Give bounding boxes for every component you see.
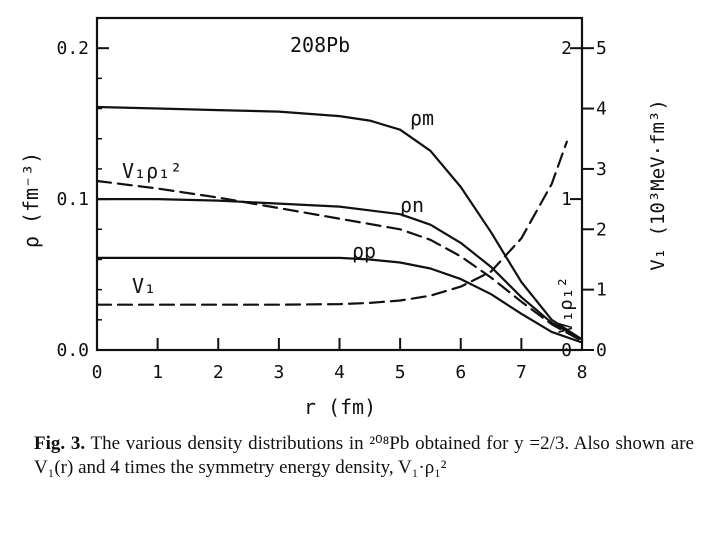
series-line-ρp — [95, 256, 584, 344]
series-line-ρm — [95, 105, 584, 341]
series-line-V₁ρ₁² — [95, 179, 584, 342]
x-tick-label: 1 — [152, 362, 163, 383]
right-outer-tick-label: 2 — [596, 219, 607, 240]
right-outer-axis-label: V₁ (10³MeV·fm³) — [647, 99, 669, 271]
x-tick-label: 6 — [455, 362, 466, 383]
series-label-V₁: V₁ — [132, 274, 156, 298]
plot-border — [95, 16, 584, 352]
plot-frame — [95, 16, 584, 352]
x-tick-label: 7 — [516, 362, 527, 383]
figure-caption: Fig. 3. The various density distribution… — [34, 432, 694, 480]
right-outer-tick-label: 0 — [596, 340, 607, 361]
right-inner-tick-label: 2 — [561, 38, 572, 59]
y-tick-label: 0.0 — [56, 340, 89, 361]
series-lines — [95, 105, 584, 344]
x-tick-label: 2 — [213, 362, 224, 383]
right-outer-tick-label: 4 — [596, 99, 607, 120]
right-inner-axis-label: V₁ρ₁² — [555, 276, 577, 333]
x-tick-label: 0 — [92, 362, 103, 383]
x-tick-label: 3 — [273, 362, 284, 383]
series-label-ρn: ρn — [400, 193, 424, 217]
series-line-ρn — [95, 198, 584, 341]
series-label-ρp: ρp — [352, 239, 376, 263]
x-axis-label: r (fm) — [304, 395, 376, 419]
right-inner-tick-label: 1 — [561, 189, 572, 210]
series-label-ρm: ρm — [410, 106, 434, 130]
x-tick-label: 8 — [577, 362, 588, 383]
y-tick-label: 0.1 — [56, 189, 89, 210]
right-outer-tick-label: 1 — [596, 280, 607, 301]
caption-label: Fig. 3. — [34, 433, 86, 454]
series-label-V₁ρ₁²: V₁ρ₁² — [122, 159, 182, 183]
y-tick-label: 0.2 — [56, 38, 89, 59]
right-outer-tick-label: 5 — [596, 38, 607, 59]
y-axis-label: ρ (fm⁻³) — [19, 152, 43, 248]
caption-text: The various density distributions in ²⁰⁸… — [34, 433, 694, 478]
series-line-V₁ — [95, 140, 568, 306]
x-tick-label: 4 — [334, 362, 345, 383]
right-outer-tick-label: 3 — [596, 159, 607, 180]
x-tick-label: 5 — [395, 362, 406, 383]
nucleus-label: 208Pb — [290, 33, 350, 57]
right-inner-tick-label: 0 — [561, 340, 572, 361]
